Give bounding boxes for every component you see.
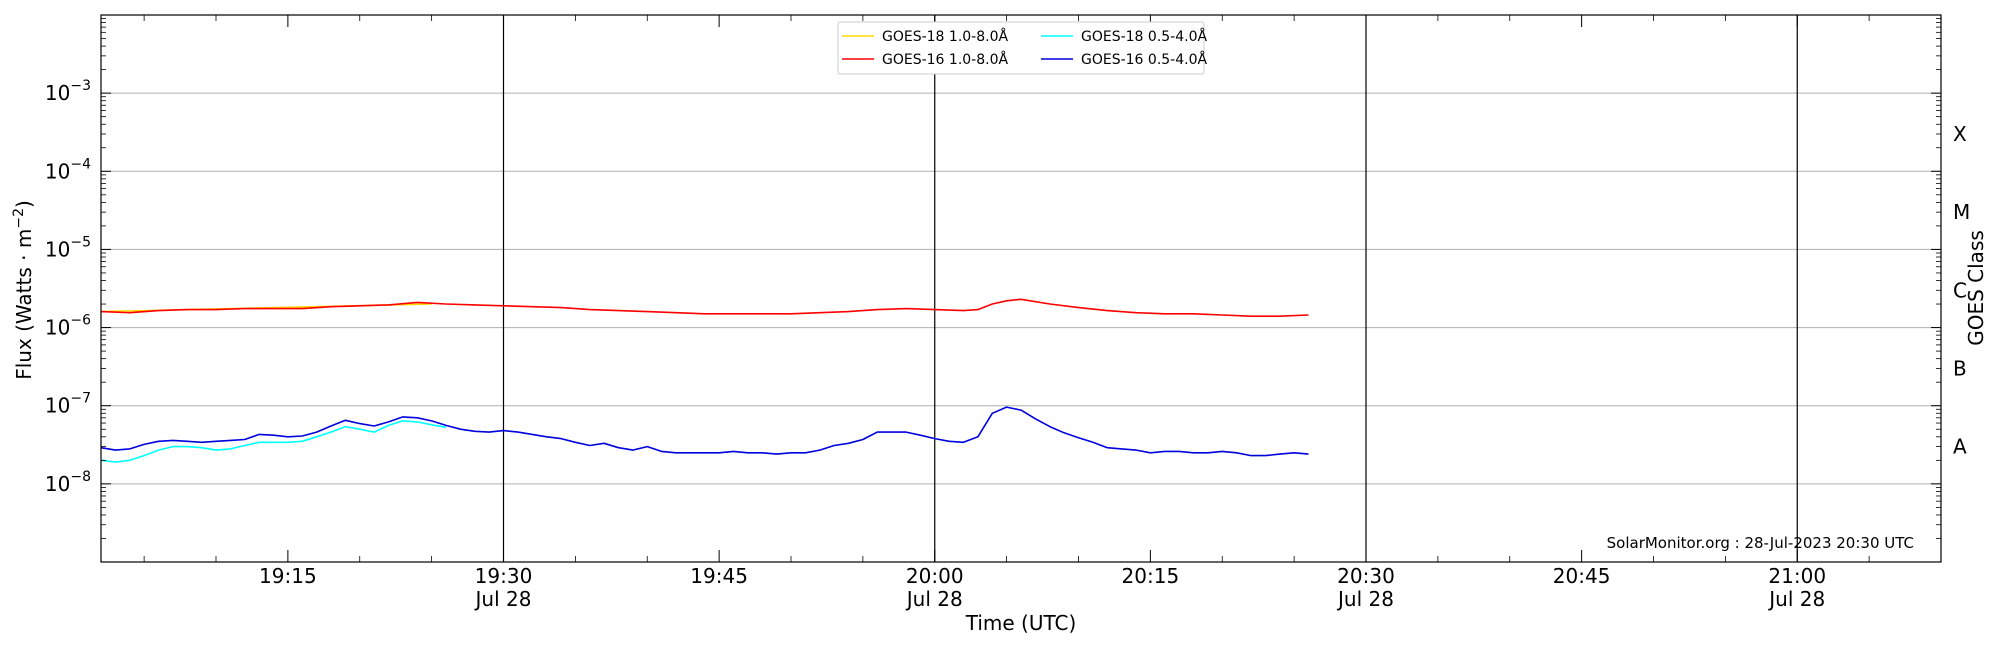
x-tick-label: 19:15 bbox=[259, 564, 317, 588]
day-marker-lines bbox=[502, 15, 1798, 562]
y-tick-label: 10−8 bbox=[45, 469, 91, 496]
goes-class-label: M bbox=[1953, 200, 1970, 224]
y-tick-label: 10−7 bbox=[45, 391, 91, 418]
plot-frame bbox=[100, 14, 1942, 563]
y-tick-label: 10−3 bbox=[45, 78, 91, 105]
y-axis-title: Flux (Watts · m−2) bbox=[11, 200, 36, 380]
y-tick-labels: 10−8 10−7 10−6 10−5 10−4 10−3 bbox=[45, 78, 91, 496]
x-axis-title: Time (UTC) bbox=[965, 611, 1077, 635]
legend: GOES-18 1.0-8.0Å GOES-16 1.0-8.0Å GOES-18 … bbox=[837, 21, 1207, 75]
series-line bbox=[100, 406, 1309, 457]
x-tick-label: 19:30 bbox=[475, 564, 533, 588]
legend-label: GOES-18 1.0-8.0Å bbox=[882, 28, 1008, 45]
goes-class-label: B bbox=[1953, 356, 1967, 380]
legend-label: GOES-16 1.0-8.0Å bbox=[882, 51, 1008, 68]
goes-class-label: X bbox=[1953, 122, 1967, 146]
legend-items: GOES-18 1.0-8.0Å GOES-16 1.0-8.0Å GOES-18 … bbox=[842, 28, 1207, 68]
x-tick-label: 19:45 bbox=[690, 564, 748, 588]
x-tick-date-label: Jul 28 bbox=[905, 587, 963, 611]
x-tick-date-label: Jul 28 bbox=[474, 587, 532, 611]
y-tick-label: 10−6 bbox=[45, 313, 91, 340]
goes-class-label: A bbox=[1953, 435, 1967, 459]
x-tick-label: 21:00 bbox=[1768, 564, 1826, 588]
series-line bbox=[100, 420, 447, 463]
legend-label: GOES-16 0.5-4.0Å bbox=[1081, 51, 1207, 68]
goes-class-labels: A B C M X bbox=[1953, 122, 1970, 459]
y-tick-label: 10−5 bbox=[45, 234, 91, 261]
x-tick-label: 20:45 bbox=[1553, 564, 1611, 588]
x-tick-label: 20:00 bbox=[906, 564, 964, 588]
credit-text: SolarMonitor.org : 28-Jul-2023 20:30 UTC bbox=[1607, 534, 1914, 552]
x-tick-date-label: Jul 28 bbox=[1336, 587, 1394, 611]
legend-label: GOES-18 0.5-4.0Å bbox=[1081, 28, 1207, 45]
series-line bbox=[100, 298, 1309, 318]
x-tick-label: 20:15 bbox=[1122, 564, 1180, 588]
y-tick-label: 10−4 bbox=[45, 156, 91, 183]
series-layer bbox=[100, 298, 1309, 463]
axis-ticks bbox=[101, 15, 1942, 562]
y2-axis-title: GOES Class bbox=[1964, 230, 1988, 346]
legend-box bbox=[837, 21, 1205, 75]
x-tick-label: 20:30 bbox=[1337, 564, 1395, 588]
goes-class-label: C bbox=[1953, 278, 1967, 302]
x-tick-date-label: Jul 28 bbox=[1767, 587, 1825, 611]
grid-lines bbox=[101, 92, 1941, 485]
